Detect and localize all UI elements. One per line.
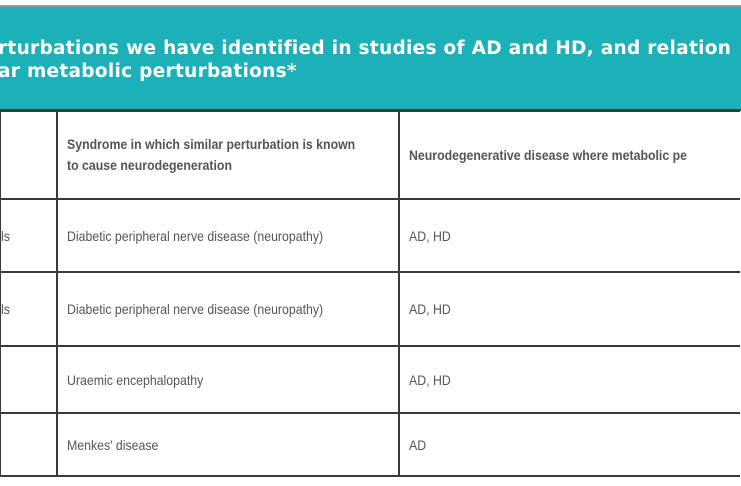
table-row: Menkes' disease AD <box>0 412 740 477</box>
table-cell <box>0 345 59 414</box>
header-cell: Syndrome in which similar perturbation i… <box>56 110 400 200</box>
table-row: ls Diabetic peripheral nerve disease (ne… <box>0 198 740 273</box>
cell-text: ls <box>1 301 10 317</box>
header-text: Neurodegenerative disease where metaboli… <box>408 146 687 163</box>
cell-text: Diabetic peripheral nerve disease (neuro… <box>67 301 324 317</box>
caption-line: ar metabolic perturbations* <box>0 61 297 82</box>
cell-text: AD, HD <box>408 301 451 317</box>
cell-text: ls <box>1 227 10 244</box>
cell-text: AD, HD <box>408 371 451 388</box>
table-cell: Diabetic peripheral nerve disease (neuro… <box>56 198 400 273</box>
table-cell <box>0 412 59 477</box>
top-rule <box>0 5 741 7</box>
table-caption-band: rturbations we have identified in studie… <box>0 7 741 111</box>
table-cell: ls <box>0 198 59 273</box>
table-cell: Menkes' disease <box>56 412 400 477</box>
cell-text: Diabetic peripheral nerve disease (neuro… <box>67 227 324 244</box>
header-cell: Neurodegenerative disease where metaboli… <box>397 110 740 200</box>
cell-text: AD <box>408 436 426 453</box>
cell-text: AD, HD <box>408 227 451 244</box>
table-cell: AD, HD <box>397 198 740 273</box>
cell-text: Menkes' disease <box>67 436 159 453</box>
table-caption: rturbations we have identified in studie… <box>0 37 731 83</box>
caption-line: rturbations we have identified in studie… <box>0 38 732 59</box>
table-cell: Diabetic peripheral nerve disease (neuro… <box>56 271 400 347</box>
table-cell: Uraemic encephalopathy <box>56 345 400 414</box>
cell-text: Uraemic encephalopathy <box>67 371 204 388</box>
header-line: Syndrome in which similar perturbation i… <box>67 136 356 152</box>
table-row: Uraemic encephalopathy AD, HD <box>0 345 740 414</box>
header-cell <box>0 110 59 200</box>
table-cell: ls <box>0 271 59 347</box>
table-header-row: Syndrome in which similar perturbation i… <box>0 110 740 200</box>
header-line: to cause neurodegeneration <box>67 157 233 173</box>
data-table: Syndrome in which similar perturbation i… <box>0 110 740 477</box>
table-row: ls Diabetic peripheral nerve disease (ne… <box>0 271 740 347</box>
table-cell: AD <box>397 412 740 477</box>
table-cell: AD, HD <box>397 345 740 414</box>
table-cell: AD, HD <box>397 271 740 347</box>
